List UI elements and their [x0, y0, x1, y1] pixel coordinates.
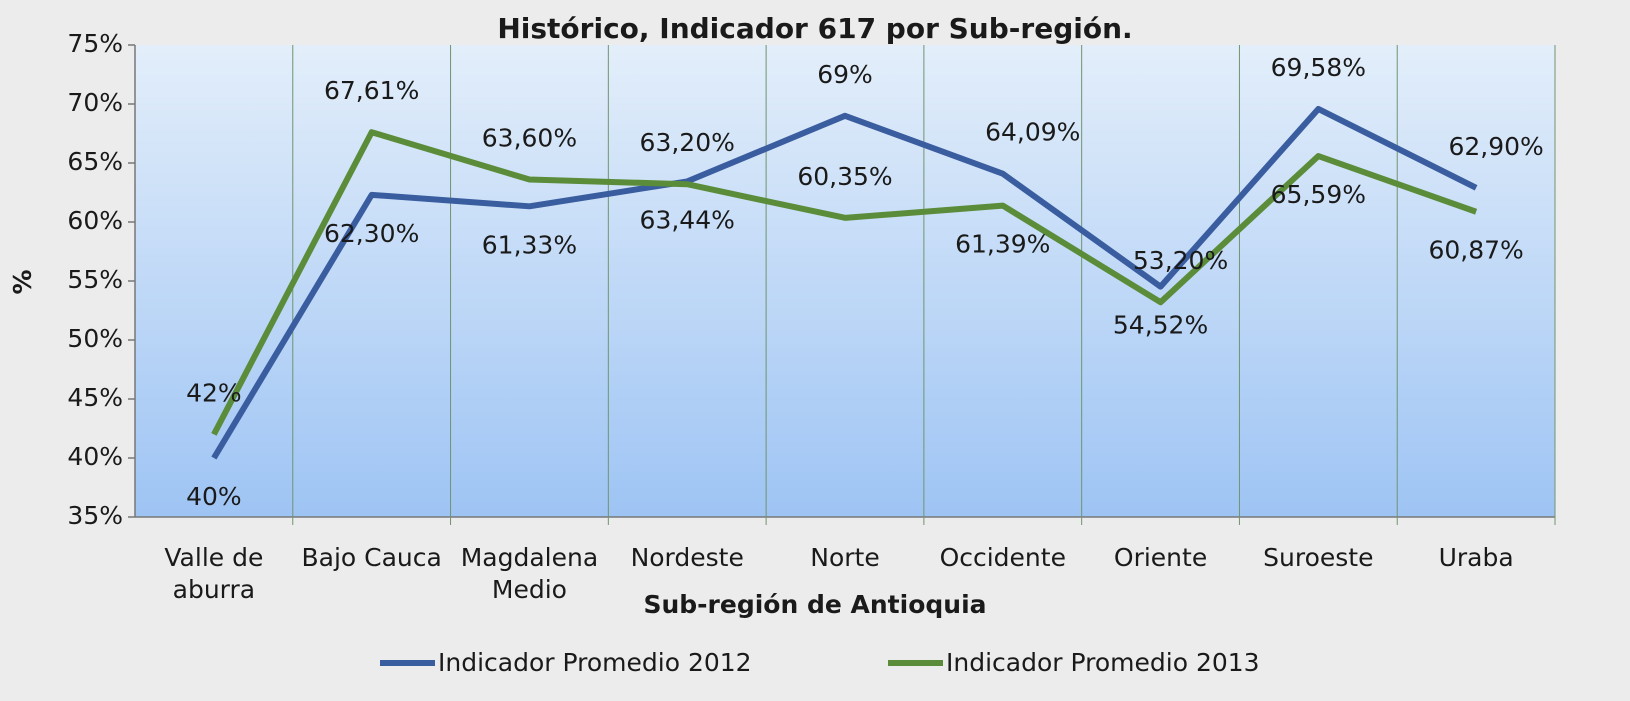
data-label: 65,59%: [1271, 180, 1366, 209]
x-tick-label: Nordeste: [630, 543, 744, 572]
data-label: 61,39%: [955, 230, 1050, 259]
data-label: 63,44%: [640, 205, 735, 234]
legend-label: Indicador Promedio 2013: [946, 648, 1260, 677]
y-tick-label: 35%: [67, 501, 123, 530]
data-label: 69%: [817, 60, 873, 89]
y-tick-label: 45%: [67, 383, 123, 412]
y-tick-label: 40%: [67, 442, 123, 471]
x-axis-title: Sub-región de Antioquia: [643, 590, 986, 619]
data-label: 54,52%: [1113, 311, 1208, 340]
y-tick-label: 50%: [67, 324, 123, 353]
data-label: 69,58%: [1271, 53, 1366, 82]
x-tick-label: Bajo Cauca: [301, 543, 442, 572]
series-line: [211, 105, 1478, 460]
x-tick-label: Occidente: [939, 543, 1066, 572]
x-tick-label: Suroeste: [1263, 543, 1374, 572]
data-label: 60,35%: [797, 162, 892, 191]
data-label: 62,30%: [324, 219, 419, 248]
data-label: 42%: [186, 378, 242, 407]
x-tick-label: Oriente: [1113, 543, 1208, 572]
data-label: 40%: [186, 482, 242, 511]
y-tick-label: 70%: [67, 88, 123, 117]
legend-label: Indicador Promedio 2012: [438, 648, 752, 677]
series-line: [211, 129, 1478, 436]
plot-area: [135, 45, 1555, 517]
data-label: 64,09%: [985, 118, 1080, 147]
x-tick-label: Magdalena Medio: [460, 543, 599, 604]
data-label: 67,61%: [324, 76, 419, 105]
chart-title: Histórico, Indicador 617 por Sub-región.: [497, 12, 1132, 45]
y-tick-label: 55%: [67, 265, 123, 294]
data-label: 63,60%: [482, 124, 577, 153]
y-tick-label: 60%: [67, 206, 123, 235]
y-tick-label: 65%: [67, 147, 123, 176]
y-tick-label: 75%: [67, 29, 123, 58]
data-label: 60,87%: [1428, 236, 1523, 265]
x-tick-label: Uraba: [1438, 543, 1514, 572]
x-tick-label: Norte: [810, 543, 880, 572]
data-label: 61,33%: [482, 230, 577, 259]
x-tick-label: Valle de aburra: [164, 543, 264, 604]
data-label: 53,20%: [1133, 246, 1228, 275]
data-label: 62,90%: [1448, 132, 1543, 161]
data-label: 63,20%: [640, 128, 735, 157]
y-axis-title: %: [8, 269, 37, 294]
